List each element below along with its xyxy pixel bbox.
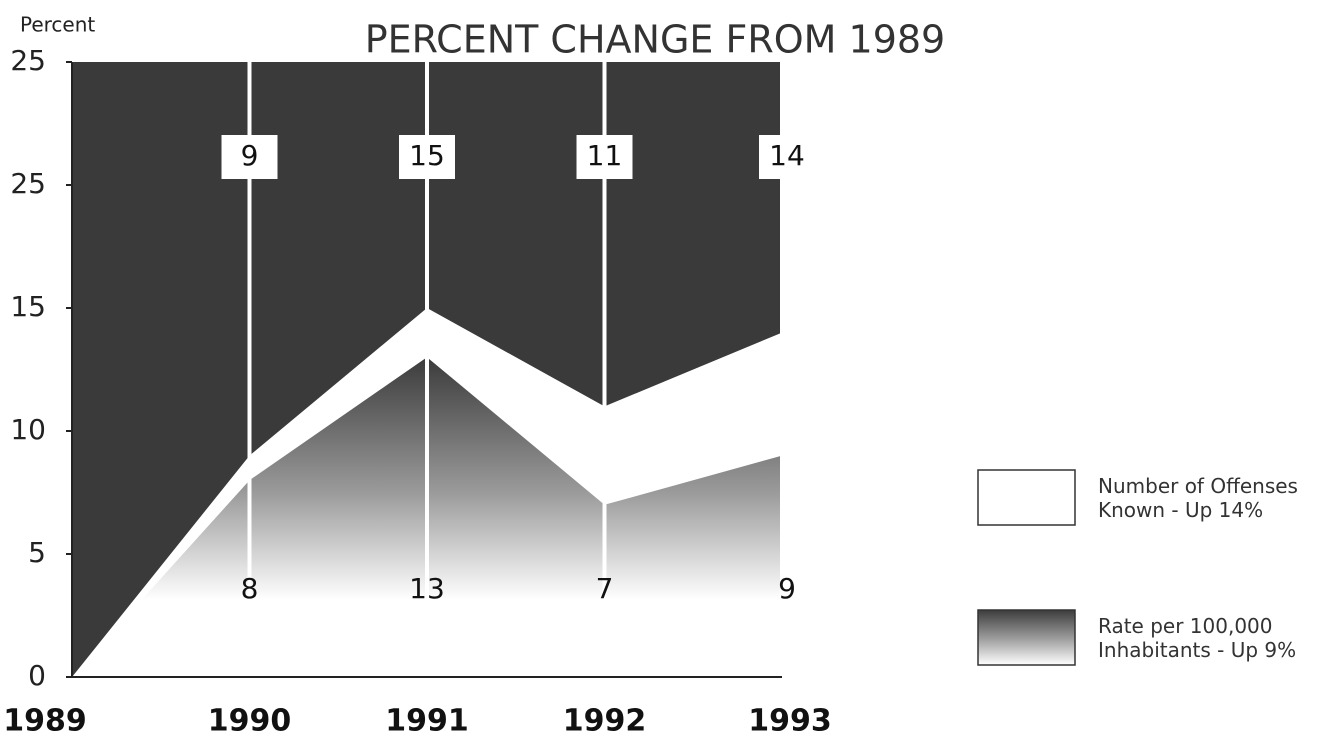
legend-swatch bbox=[977, 609, 1076, 666]
label-box bbox=[221, 135, 278, 179]
data-label: 7 bbox=[596, 572, 614, 605]
y-tick-label: 25 bbox=[10, 167, 46, 200]
label-box bbox=[399, 135, 455, 179]
data-label: 9 bbox=[241, 139, 259, 172]
x-tick-label: 1989 bbox=[3, 704, 87, 739]
data-label: 11 bbox=[587, 139, 623, 172]
legend-swatch bbox=[977, 469, 1076, 526]
x-tick-label: 1993 bbox=[748, 704, 832, 739]
label-box bbox=[759, 135, 815, 179]
label-box bbox=[576, 135, 633, 179]
y-tick-label: 5 bbox=[28, 536, 46, 569]
legend-label: Rate per 100,000 Inhabitants - Up 9% bbox=[1098, 614, 1297, 662]
data-label: 9 bbox=[778, 572, 796, 605]
chart-title: PERCENT CHANGE FROM 1989 bbox=[365, 18, 946, 62]
x-tick-label: 1992 bbox=[563, 704, 647, 739]
y-axis-label: Percent bbox=[20, 13, 95, 37]
legend-label: Number of Offenses Known - Up 14% bbox=[1098, 474, 1298, 522]
y-tick-label: 10 bbox=[10, 413, 46, 446]
data-label: 8 bbox=[241, 572, 259, 605]
y-tick-label: 25 bbox=[10, 44, 46, 77]
data-label: 14 bbox=[769, 139, 805, 172]
data-label: 13 bbox=[409, 572, 445, 605]
x-tick-label: 1990 bbox=[208, 704, 292, 739]
x-tick-label: 1991 bbox=[385, 704, 469, 739]
data-label: 15 bbox=[409, 139, 445, 172]
y-tick-label: 0 bbox=[28, 659, 46, 692]
y-tick-label: 15 bbox=[10, 290, 46, 323]
